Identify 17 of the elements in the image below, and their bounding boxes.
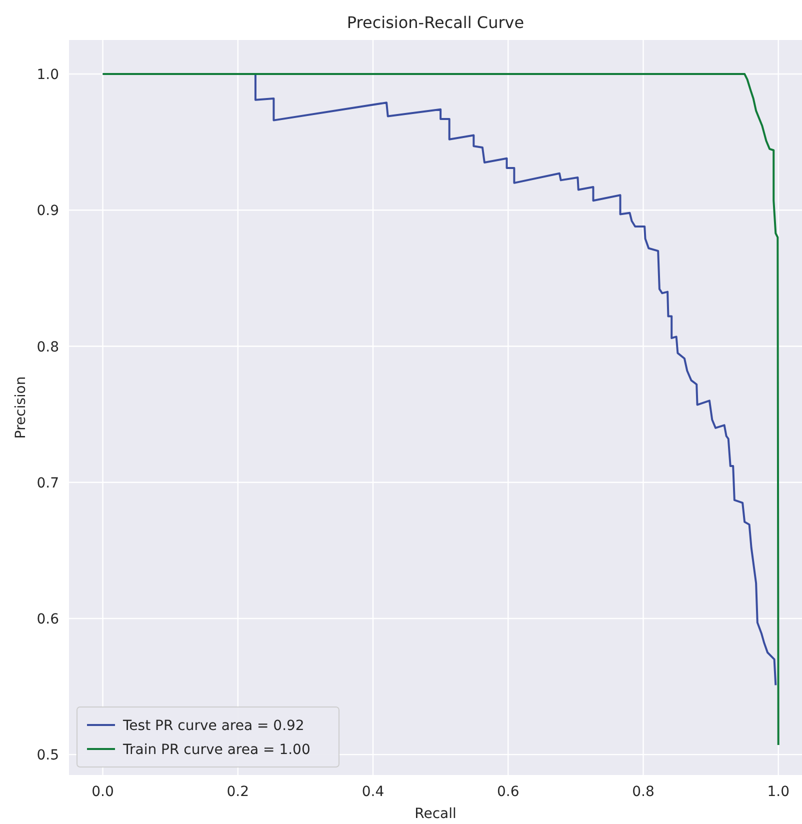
y-axis-title: Precision [13,376,29,439]
x-tick-label: 0.6 [496,784,520,800]
y-tick-label: 0.8 [36,339,59,356]
x-tick-label: 0.0 [92,784,114,800]
x-axis-title: Recall [414,806,456,822]
x-tick-label: 0.8 [632,784,654,800]
y-tick-label: 0.5 [36,748,59,764]
legend-label: Test PR curve area = 0.92 [122,718,304,734]
y-tick-label: 0.9 [36,203,59,220]
y-tick-label: 1.0 [36,67,59,84]
y-tick-label: 0.6 [36,611,60,628]
x-tick-label: 0.2 [226,784,250,800]
chart-title: Precision-Recall Curve [346,13,524,32]
x-tick-label: 1.0 [767,784,790,800]
legend-label: Train PR curve area = 1.00 [122,742,310,758]
y-tick-label: 0.7 [36,475,59,492]
x-tick-label: 0.4 [362,784,384,800]
